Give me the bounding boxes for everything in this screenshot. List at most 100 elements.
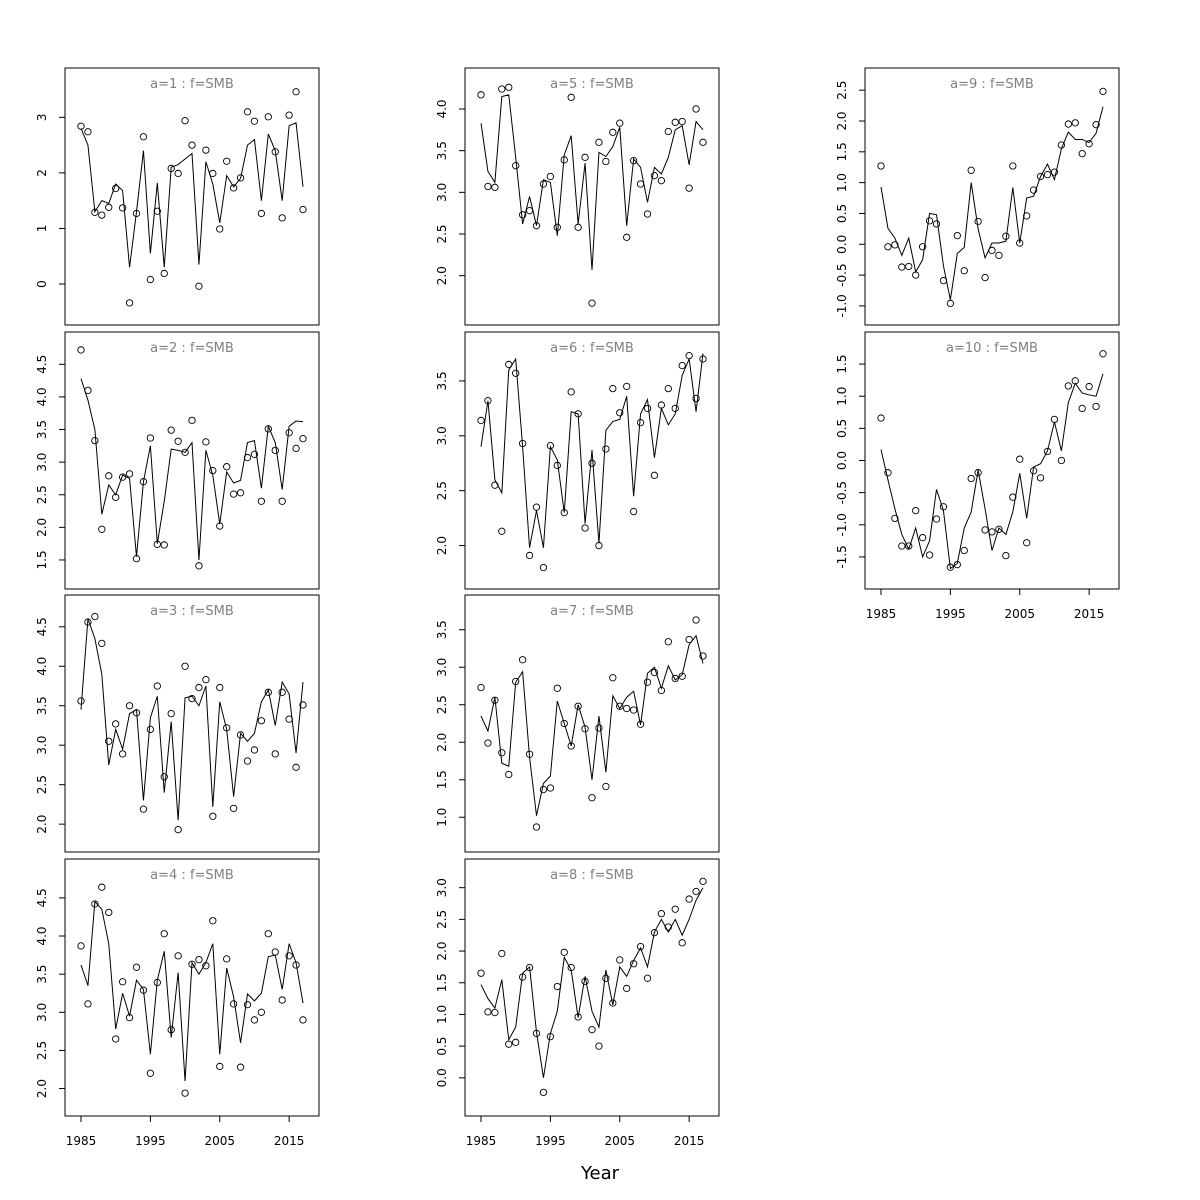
observed-point bbox=[484, 182, 492, 191]
fitted-line bbox=[880, 106, 1104, 300]
observed-point bbox=[160, 541, 168, 549]
y-tick-label: 1.0 bbox=[835, 173, 849, 192]
observed-point bbox=[250, 1016, 259, 1024]
observed-point bbox=[505, 83, 513, 91]
observed-point bbox=[292, 444, 300, 453]
observed-point bbox=[623, 233, 631, 241]
chart-panel: a=5 : f=SMB 2.0 2.5 3.0 3.5 4.0 bbox=[435, 67, 720, 326]
observed-point bbox=[960, 546, 968, 555]
y-tick-label: 1.5 bbox=[35, 550, 49, 569]
y-tick-label: 1.5 bbox=[435, 770, 449, 789]
observed-point bbox=[546, 172, 555, 181]
observed-point bbox=[139, 133, 148, 141]
observed-point bbox=[167, 426, 175, 434]
y-tick-label: 3.0 bbox=[435, 658, 449, 677]
y-tick-label: 1.5 bbox=[835, 142, 849, 161]
observed-point bbox=[112, 720, 120, 728]
panel-title: a=8 : f=SMB bbox=[550, 868, 634, 883]
panel-title: a=9 : f=SMB bbox=[950, 77, 1034, 92]
observed-point bbox=[657, 177, 666, 185]
y-tick-label: 1.0 bbox=[835, 387, 849, 406]
chart-panel: a=8 : f=SMB 0.0 0.5 1.0 1.5 2.0 2.5 3.0 1985 1995… bbox=[435, 858, 720, 1148]
y-tick-label: 0.5 bbox=[835, 419, 849, 438]
y-tick-label: 3.0 bbox=[435, 183, 449, 202]
observed-point bbox=[629, 507, 638, 516]
fitted-line bbox=[80, 378, 304, 560]
observed-point bbox=[650, 471, 659, 479]
observed-point bbox=[153, 682, 161, 690]
fitted-line bbox=[80, 900, 304, 1081]
observed-point bbox=[98, 883, 106, 891]
observed-point bbox=[664, 384, 672, 393]
observed-point bbox=[636, 942, 645, 951]
y-tick-label: 2.5 bbox=[35, 1041, 49, 1060]
observed-point bbox=[678, 939, 686, 947]
y-tick-label: 3 bbox=[35, 114, 49, 122]
observed-point bbox=[498, 85, 506, 93]
y-tick-label: 3.0 bbox=[35, 736, 49, 755]
y-tick-label: -1.0 bbox=[835, 294, 849, 317]
observed-point bbox=[229, 184, 238, 192]
observed-point bbox=[884, 243, 892, 251]
observed-point bbox=[588, 299, 596, 307]
observed-point bbox=[1085, 382, 1093, 391]
y-tick-label: 0.0 bbox=[835, 451, 849, 470]
observed-point bbox=[918, 533, 927, 542]
observed-point bbox=[560, 719, 568, 728]
observed-point bbox=[553, 684, 561, 692]
observed-point bbox=[581, 524, 589, 532]
observed-point bbox=[195, 956, 203, 964]
y-tick-label: 3.5 bbox=[435, 371, 449, 390]
y-tick-label: 2.5 bbox=[435, 695, 449, 714]
observed-point bbox=[299, 434, 307, 443]
observed-point bbox=[477, 416, 485, 425]
observed-point bbox=[216, 225, 224, 233]
observed-point bbox=[477, 683, 485, 692]
observed-point bbox=[216, 1062, 224, 1071]
y-tick-label: 3.0 bbox=[35, 453, 49, 472]
observed-point bbox=[491, 696, 499, 704]
observed-point bbox=[202, 676, 210, 684]
observed-point bbox=[257, 717, 266, 725]
panel-title: a=5 : f=SMB bbox=[550, 77, 634, 92]
chart-panel: a=9 : f=SMB -1.0 -0.5 0.0 0.5 1.0 1.5 2.0 2.5 bbox=[835, 67, 1120, 326]
observed-point bbox=[84, 128, 92, 136]
observed-point bbox=[898, 542, 906, 550]
observed-point bbox=[250, 117, 259, 125]
observed-point bbox=[105, 472, 113, 480]
observed-point bbox=[1023, 539, 1031, 547]
x-tick-label: 1995 bbox=[135, 1134, 166, 1148]
observed-point bbox=[257, 497, 266, 505]
observed-point bbox=[974, 469, 982, 477]
observed-point bbox=[146, 275, 155, 284]
observed-point bbox=[532, 823, 541, 831]
y-tick-label: 2.0 bbox=[435, 536, 449, 555]
y-tick-label: 2.0 bbox=[835, 111, 849, 130]
observed-point bbox=[491, 1008, 499, 1017]
observed-point bbox=[484, 1008, 492, 1016]
observed-point bbox=[250, 450, 259, 458]
observed-point bbox=[960, 267, 968, 275]
observed-point bbox=[498, 527, 506, 535]
observed-point bbox=[105, 203, 113, 211]
observed-point bbox=[1036, 474, 1045, 482]
observed-point bbox=[685, 184, 693, 192]
plot-frame bbox=[64, 67, 320, 326]
observed-point bbox=[243, 1001, 252, 1009]
plot-frame bbox=[864, 67, 1120, 326]
observed-point bbox=[125, 470, 134, 478]
observed-point bbox=[278, 996, 286, 1004]
y-tick-label: 4.5 bbox=[35, 355, 49, 374]
observed-point bbox=[567, 388, 575, 396]
fitted-line bbox=[80, 618, 304, 821]
observed-point bbox=[139, 805, 148, 813]
x-tick-label: 2015 bbox=[674, 1134, 705, 1148]
observed-point bbox=[174, 952, 182, 960]
observed-point bbox=[539, 1088, 548, 1097]
chart-panel: a=6 : f=SMB 2.0 2.5 3.0 3.5 bbox=[435, 331, 720, 590]
observed-point bbox=[278, 497, 286, 505]
observed-point bbox=[567, 93, 575, 101]
observed-point bbox=[629, 157, 638, 165]
observed-point bbox=[77, 346, 85, 354]
observed-point bbox=[525, 551, 534, 560]
